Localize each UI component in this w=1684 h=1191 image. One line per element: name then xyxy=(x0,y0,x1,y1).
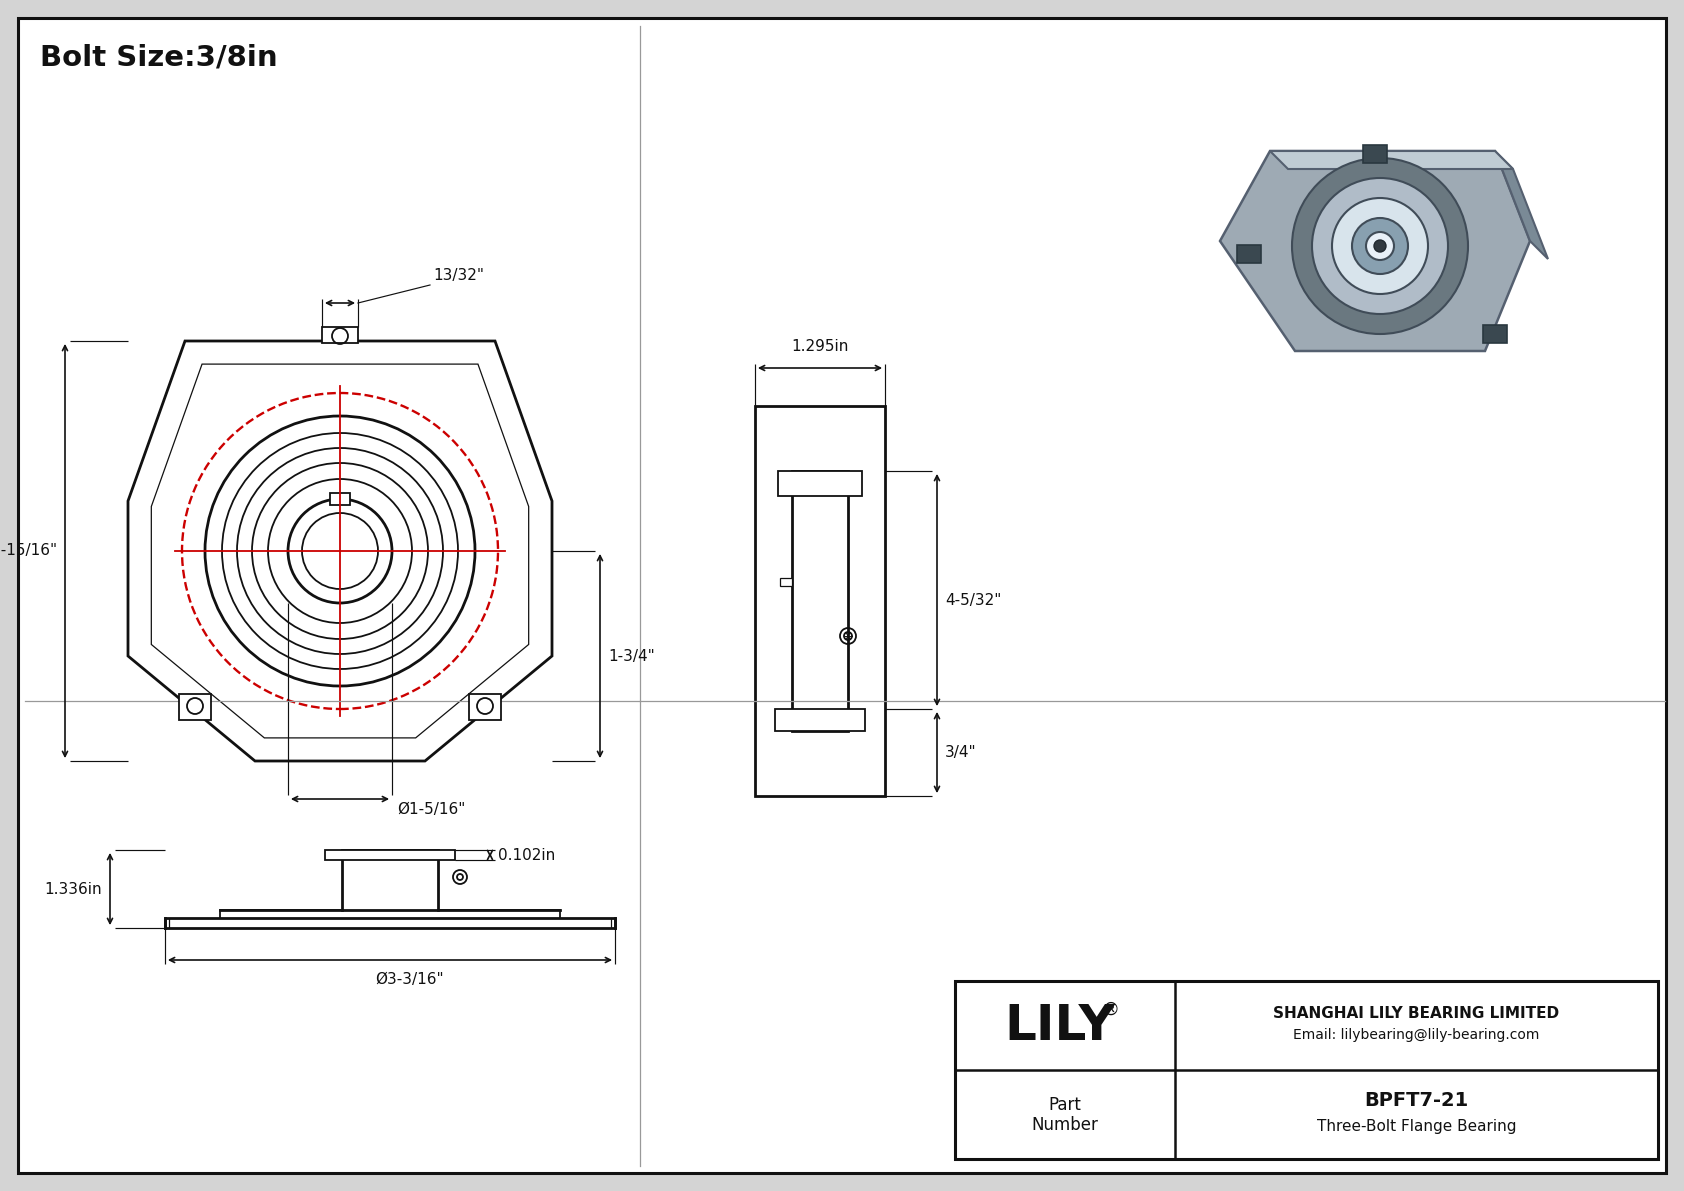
Circle shape xyxy=(1312,177,1448,314)
Polygon shape xyxy=(1270,151,1512,169)
Polygon shape xyxy=(1495,151,1548,258)
Bar xyxy=(1484,325,1507,343)
Text: 1.336in: 1.336in xyxy=(44,881,103,897)
Circle shape xyxy=(1332,198,1428,294)
Text: Ø1-5/16": Ø1-5/16" xyxy=(397,802,465,817)
Bar xyxy=(322,328,359,343)
Text: Number: Number xyxy=(1032,1116,1098,1134)
Bar xyxy=(780,578,791,586)
Text: Ø3-15/16": Ø3-15/16" xyxy=(0,543,57,559)
Text: 1.295in: 1.295in xyxy=(791,339,849,354)
Bar xyxy=(775,709,866,731)
Text: BPFT7-21: BPFT7-21 xyxy=(1364,1091,1468,1110)
Text: Bolt Size:3/8in: Bolt Size:3/8in xyxy=(40,43,278,71)
Bar xyxy=(470,694,502,721)
Bar xyxy=(179,694,210,721)
Circle shape xyxy=(1292,158,1468,333)
Bar xyxy=(754,406,886,796)
Bar xyxy=(330,493,350,505)
Text: ®: ® xyxy=(1101,1000,1120,1018)
Polygon shape xyxy=(1219,151,1531,351)
Bar xyxy=(778,470,862,495)
Text: Ø3-3/16": Ø3-3/16" xyxy=(376,972,445,987)
Text: 1-3/4": 1-3/4" xyxy=(608,649,655,663)
Text: LILY: LILY xyxy=(1005,1002,1115,1049)
Circle shape xyxy=(1374,241,1386,252)
Text: 3/4": 3/4" xyxy=(945,746,977,760)
Text: SHANGHAI LILY BEARING LIMITED: SHANGHAI LILY BEARING LIMITED xyxy=(1273,1006,1559,1021)
Text: 0.102in: 0.102in xyxy=(498,848,556,862)
Bar xyxy=(221,910,561,918)
Text: Email: lilybearing@lily-bearing.com: Email: lilybearing@lily-bearing.com xyxy=(1293,1029,1539,1042)
Bar xyxy=(165,918,615,928)
Text: 4-5/32": 4-5/32" xyxy=(945,593,1002,609)
Circle shape xyxy=(1352,218,1408,274)
Circle shape xyxy=(1366,232,1394,260)
Bar xyxy=(325,850,455,860)
Bar xyxy=(791,470,849,731)
Bar xyxy=(1362,145,1388,163)
Bar xyxy=(1238,245,1261,263)
Text: Part: Part xyxy=(1049,1096,1081,1114)
Bar xyxy=(342,850,438,910)
Text: 13/32": 13/32" xyxy=(433,268,483,283)
Bar xyxy=(955,981,1659,1159)
Text: Three-Bolt Flange Bearing: Three-Bolt Flange Bearing xyxy=(1317,1120,1516,1134)
